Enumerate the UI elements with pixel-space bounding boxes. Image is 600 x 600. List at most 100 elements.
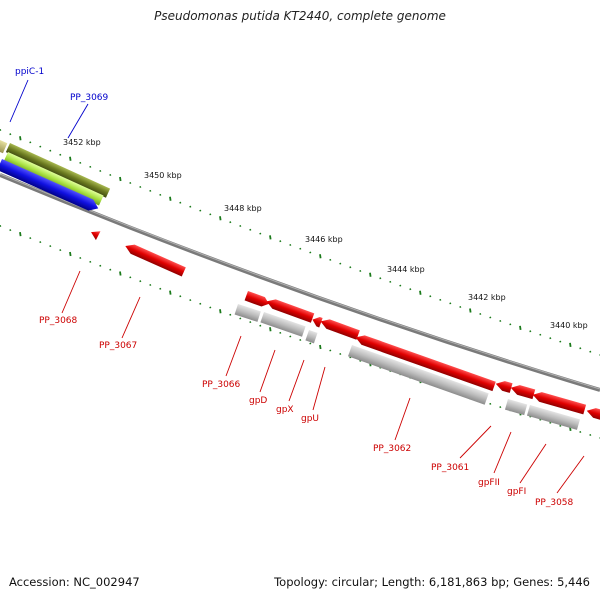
tick-outer-20 <box>200 210 201 211</box>
tick-inner-7 <box>70 252 71 256</box>
tick-outer-50 <box>500 320 501 321</box>
tick-outer-24 <box>240 225 241 226</box>
tick-inner-49 <box>490 403 491 404</box>
tick-inner-25 <box>250 321 251 322</box>
tick-inner-6 <box>60 249 61 250</box>
tick-inner-11 <box>110 269 111 270</box>
tick-outer-13 <box>130 182 131 183</box>
tick-outer-11 <box>110 174 111 175</box>
tick-outer-37 <box>370 273 371 277</box>
tick-outer-55 <box>550 338 551 339</box>
tick-inner-58 <box>580 431 581 432</box>
tick-inner-29 <box>290 336 291 337</box>
leader-gpfi <box>520 444 546 483</box>
tick-inner-32 <box>320 345 321 349</box>
tick-outer-43 <box>430 296 431 297</box>
tick-outer-32 <box>320 254 321 258</box>
tick-outer-7 <box>70 157 71 161</box>
genome-stats-text: Topology: circular; Length: 6,181,863 bp… <box>274 575 590 589</box>
tick-outer-56 <box>560 341 561 342</box>
tick-outer-26 <box>260 233 261 234</box>
tick-outer-18 <box>180 202 181 203</box>
gene-tan <box>0 136 7 153</box>
label-gpu: gpU <box>301 414 319 424</box>
tick-inner-27 <box>270 327 271 331</box>
gene-pp-3061 <box>494 379 512 393</box>
tick-outer-47 <box>470 309 471 313</box>
scale-label-3450: 3450 kbp <box>144 171 182 180</box>
tick-outer-0 <box>0 129 1 130</box>
scale-label-3444: 3444 kbp <box>387 265 425 274</box>
label-gpx: gpX <box>276 405 294 415</box>
tick-inner-31 <box>310 343 311 344</box>
tick-outer-17 <box>170 197 171 201</box>
tick-outer-49 <box>490 317 491 318</box>
tick-inner-24 <box>240 318 241 319</box>
tick-outer-21 <box>210 214 211 215</box>
gene-gpfii <box>509 383 535 399</box>
tick-inner-4 <box>40 241 41 242</box>
leader-gpu <box>313 367 325 410</box>
tick-outer-12 <box>120 177 121 181</box>
tick-outer-14 <box>140 186 141 187</box>
tick-inner-33 <box>330 350 331 351</box>
tick-inner-0 <box>0 225 1 226</box>
tick-outer-54 <box>540 334 541 335</box>
tick-inner-13 <box>130 277 131 278</box>
tick-inner-2 <box>20 232 21 236</box>
tick-outer-22 <box>220 216 221 220</box>
leader-gpx <box>289 360 304 401</box>
leader-gpfii <box>494 432 511 473</box>
tick-inner-1 <box>10 229 11 230</box>
tick-outer-53 <box>530 331 531 332</box>
tick-outer-48 <box>480 313 481 314</box>
tick-outer-2 <box>20 136 21 140</box>
tick-outer-1 <box>10 134 11 135</box>
tick-outer-38 <box>380 278 381 279</box>
tick-outer-40 <box>400 285 401 286</box>
tick-inner-18 <box>180 296 181 297</box>
tick-outer-29 <box>290 244 291 245</box>
scale-label-3446: 3446 kbp <box>305 235 343 244</box>
tick-inner-56 <box>560 425 561 426</box>
gene-pp-3058 <box>585 406 600 422</box>
tick-outer-19 <box>190 206 191 207</box>
tick-outer-4 <box>40 146 41 147</box>
accession-text: Accession: NC_002947 <box>9 575 140 589</box>
tick-outer-3 <box>30 142 31 143</box>
tick-inner-34 <box>340 353 341 354</box>
tick-outer-6 <box>60 154 61 155</box>
tick-inner-15 <box>150 284 151 285</box>
tick-outer-15 <box>150 190 151 191</box>
gene-gpu <box>319 317 360 340</box>
leader-pp-3067 <box>122 297 140 338</box>
label-gpfi: gpFI <box>507 487 526 497</box>
scale-label-3440: 3440 kbp <box>550 321 588 330</box>
tick-outer-52 <box>520 326 521 330</box>
tick-inner-20 <box>200 303 201 304</box>
label-gpfii: gpFII <box>478 478 500 488</box>
tick-outer-34 <box>340 263 341 264</box>
tick-outer-25 <box>250 229 251 230</box>
scale-ticks <box>0 129 600 438</box>
tick-outer-59 <box>590 351 591 352</box>
tick-outer-16 <box>160 194 161 195</box>
tick-outer-51 <box>510 324 511 325</box>
tick-inner-19 <box>190 299 191 300</box>
label-pp-3058: PP_3058 <box>535 498 574 508</box>
tick-outer-39 <box>390 281 391 282</box>
tick-outer-10 <box>100 170 101 171</box>
label-ppic-1: ppiC-1 <box>15 67 44 77</box>
tick-outer-36 <box>360 270 361 271</box>
leader-pp-3058 <box>557 456 584 493</box>
tick-outer-23 <box>230 222 231 223</box>
label-pp-3069: PP_3069 <box>70 93 109 103</box>
tick-outer-8 <box>80 162 81 163</box>
leader-ppic-1 <box>10 80 28 122</box>
label-pp-3067: PP_3067 <box>99 341 137 351</box>
leader-pp-3069 <box>68 104 88 138</box>
tick-outer-45 <box>450 303 451 304</box>
tick-outer-42 <box>420 291 421 295</box>
tick-outer-30 <box>300 248 301 249</box>
feature-grey-1 <box>235 304 261 322</box>
